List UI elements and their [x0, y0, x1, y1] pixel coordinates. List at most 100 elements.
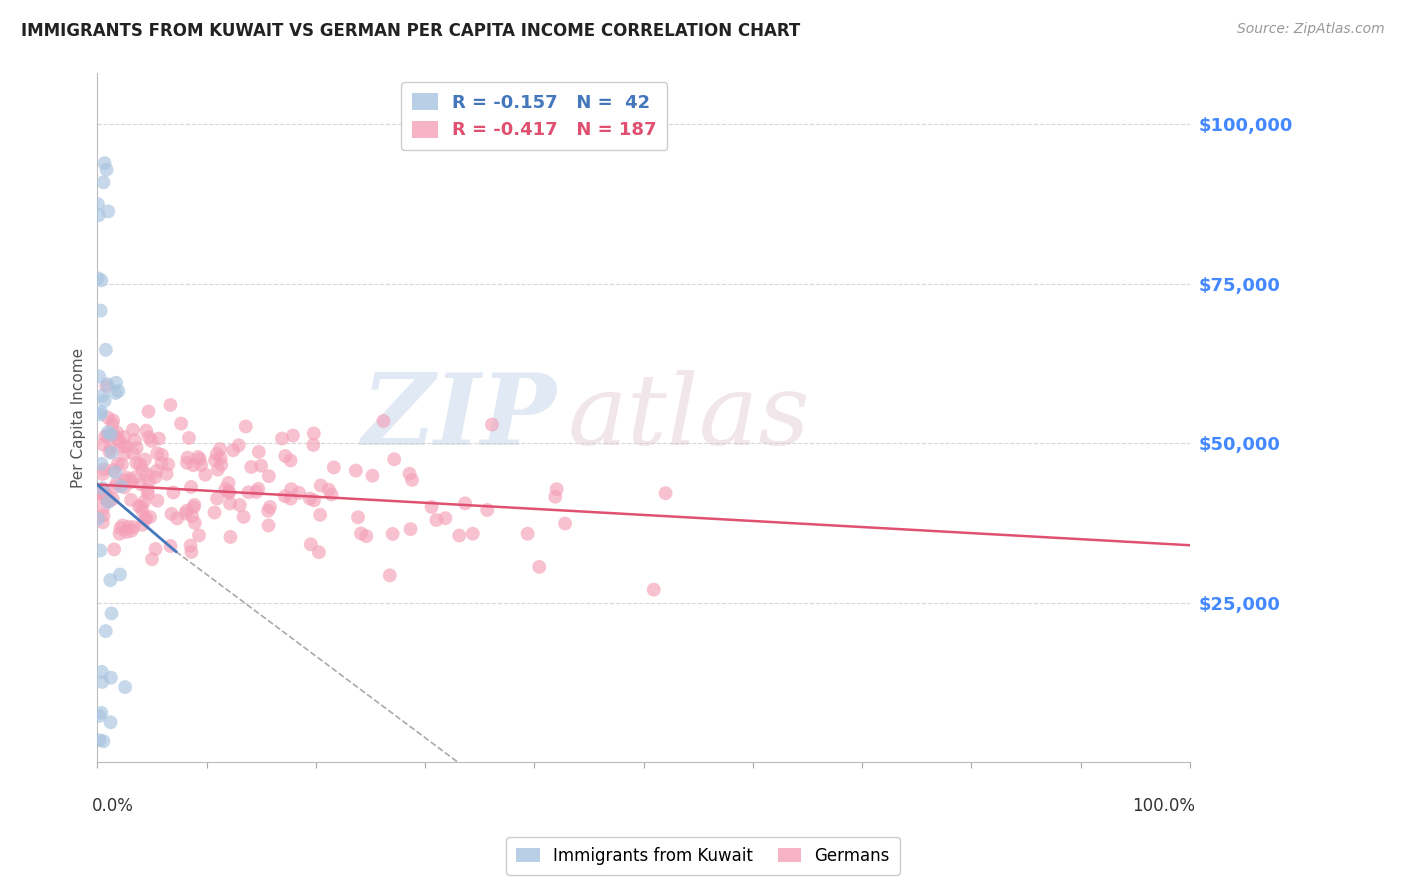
Germans: [105, 476, 128, 491]
Germans: [105, 432, 128, 446]
Germans: [259, 500, 281, 514]
Immigrants from Kuwait: [90, 706, 112, 720]
Germans: [150, 448, 173, 462]
Germans: [281, 428, 304, 442]
Germans: [124, 470, 146, 484]
Immigrants from Kuwait: [93, 175, 115, 189]
Germans: [148, 432, 170, 446]
Germans: [162, 485, 184, 500]
Germans: [228, 438, 250, 452]
Immigrants from Kuwait: [91, 389, 114, 403]
Immigrants from Kuwait: [93, 393, 115, 408]
Germans: [207, 462, 229, 476]
Germans: [170, 417, 193, 431]
Germans: [399, 522, 422, 536]
Germans: [654, 486, 676, 500]
Germans: [187, 450, 209, 464]
Germans: [544, 490, 567, 504]
Germans: [309, 478, 332, 492]
Germans: [120, 492, 142, 507]
Germans: [356, 529, 378, 543]
Legend: Immigrants from Kuwait, Germans: Immigrants from Kuwait, Germans: [506, 837, 900, 875]
Germans: [131, 517, 153, 532]
Immigrants from Kuwait: [98, 573, 121, 587]
Germans: [124, 433, 146, 447]
Germans: [302, 426, 325, 441]
Germans: [105, 425, 128, 440]
Germans: [176, 504, 198, 518]
Germans: [131, 504, 153, 518]
Germans: [131, 463, 153, 477]
Immigrants from Kuwait: [104, 466, 127, 480]
Germans: [160, 507, 183, 521]
Germans: [94, 429, 117, 443]
Germans: [398, 467, 420, 481]
Germans: [318, 483, 340, 497]
Germans: [111, 458, 134, 472]
Immigrants from Kuwait: [90, 405, 112, 419]
Germans: [280, 453, 302, 467]
Germans: [208, 442, 231, 456]
Germans: [112, 447, 135, 461]
Germans: [134, 494, 156, 508]
Germans: [136, 483, 159, 497]
Germans: [125, 441, 148, 455]
Germans: [240, 459, 263, 474]
Germans: [110, 521, 132, 535]
Germans: [103, 542, 125, 557]
Immigrants from Kuwait: [104, 386, 127, 401]
Text: atlas: atlas: [567, 370, 810, 466]
Germans: [434, 511, 457, 525]
Germans: [204, 506, 226, 520]
Germans: [308, 545, 330, 559]
Immigrants from Kuwait: [100, 607, 122, 621]
Germans: [159, 398, 181, 412]
Germans: [107, 457, 129, 471]
Immigrants from Kuwait: [87, 271, 110, 285]
Germans: [101, 417, 124, 432]
Germans: [98, 493, 121, 508]
Germans: [554, 516, 576, 531]
Immigrants from Kuwait: [110, 479, 132, 493]
Germans: [321, 487, 343, 501]
Germans: [181, 509, 204, 524]
Germans: [112, 474, 135, 488]
Text: Source: ZipAtlas.com: Source: ZipAtlas.com: [1237, 22, 1385, 37]
Germans: [183, 500, 205, 515]
Germans: [344, 464, 367, 478]
Germans: [134, 452, 156, 467]
Germans: [166, 511, 188, 525]
Germans: [111, 518, 134, 533]
Germans: [101, 491, 124, 506]
Germans: [98, 444, 121, 458]
Germans: [112, 430, 135, 444]
Germans: [115, 524, 138, 539]
Immigrants from Kuwait: [96, 377, 118, 392]
Germans: [141, 552, 163, 566]
Immigrants from Kuwait: [94, 343, 117, 357]
Germans: [108, 526, 131, 541]
Immigrants from Kuwait: [107, 384, 129, 398]
Germans: [188, 528, 211, 542]
Germans: [298, 491, 321, 506]
Germans: [93, 462, 115, 476]
Germans: [117, 519, 139, 533]
Germans: [150, 456, 173, 470]
Text: 0.0%: 0.0%: [91, 797, 134, 814]
Germans: [322, 460, 344, 475]
Germans: [176, 450, 198, 465]
Germans: [181, 458, 204, 472]
Germans: [91, 516, 114, 530]
Germans: [205, 447, 228, 461]
Germans: [347, 510, 370, 524]
Germans: [91, 484, 114, 499]
Immigrants from Kuwait: [90, 273, 112, 287]
Germans: [120, 524, 142, 538]
Germans: [420, 500, 443, 514]
Germans: [146, 493, 169, 508]
Immigrants from Kuwait: [91, 481, 114, 495]
Germans: [91, 437, 114, 451]
Germans: [183, 498, 205, 512]
Germans: [218, 484, 240, 499]
Germans: [180, 480, 202, 494]
